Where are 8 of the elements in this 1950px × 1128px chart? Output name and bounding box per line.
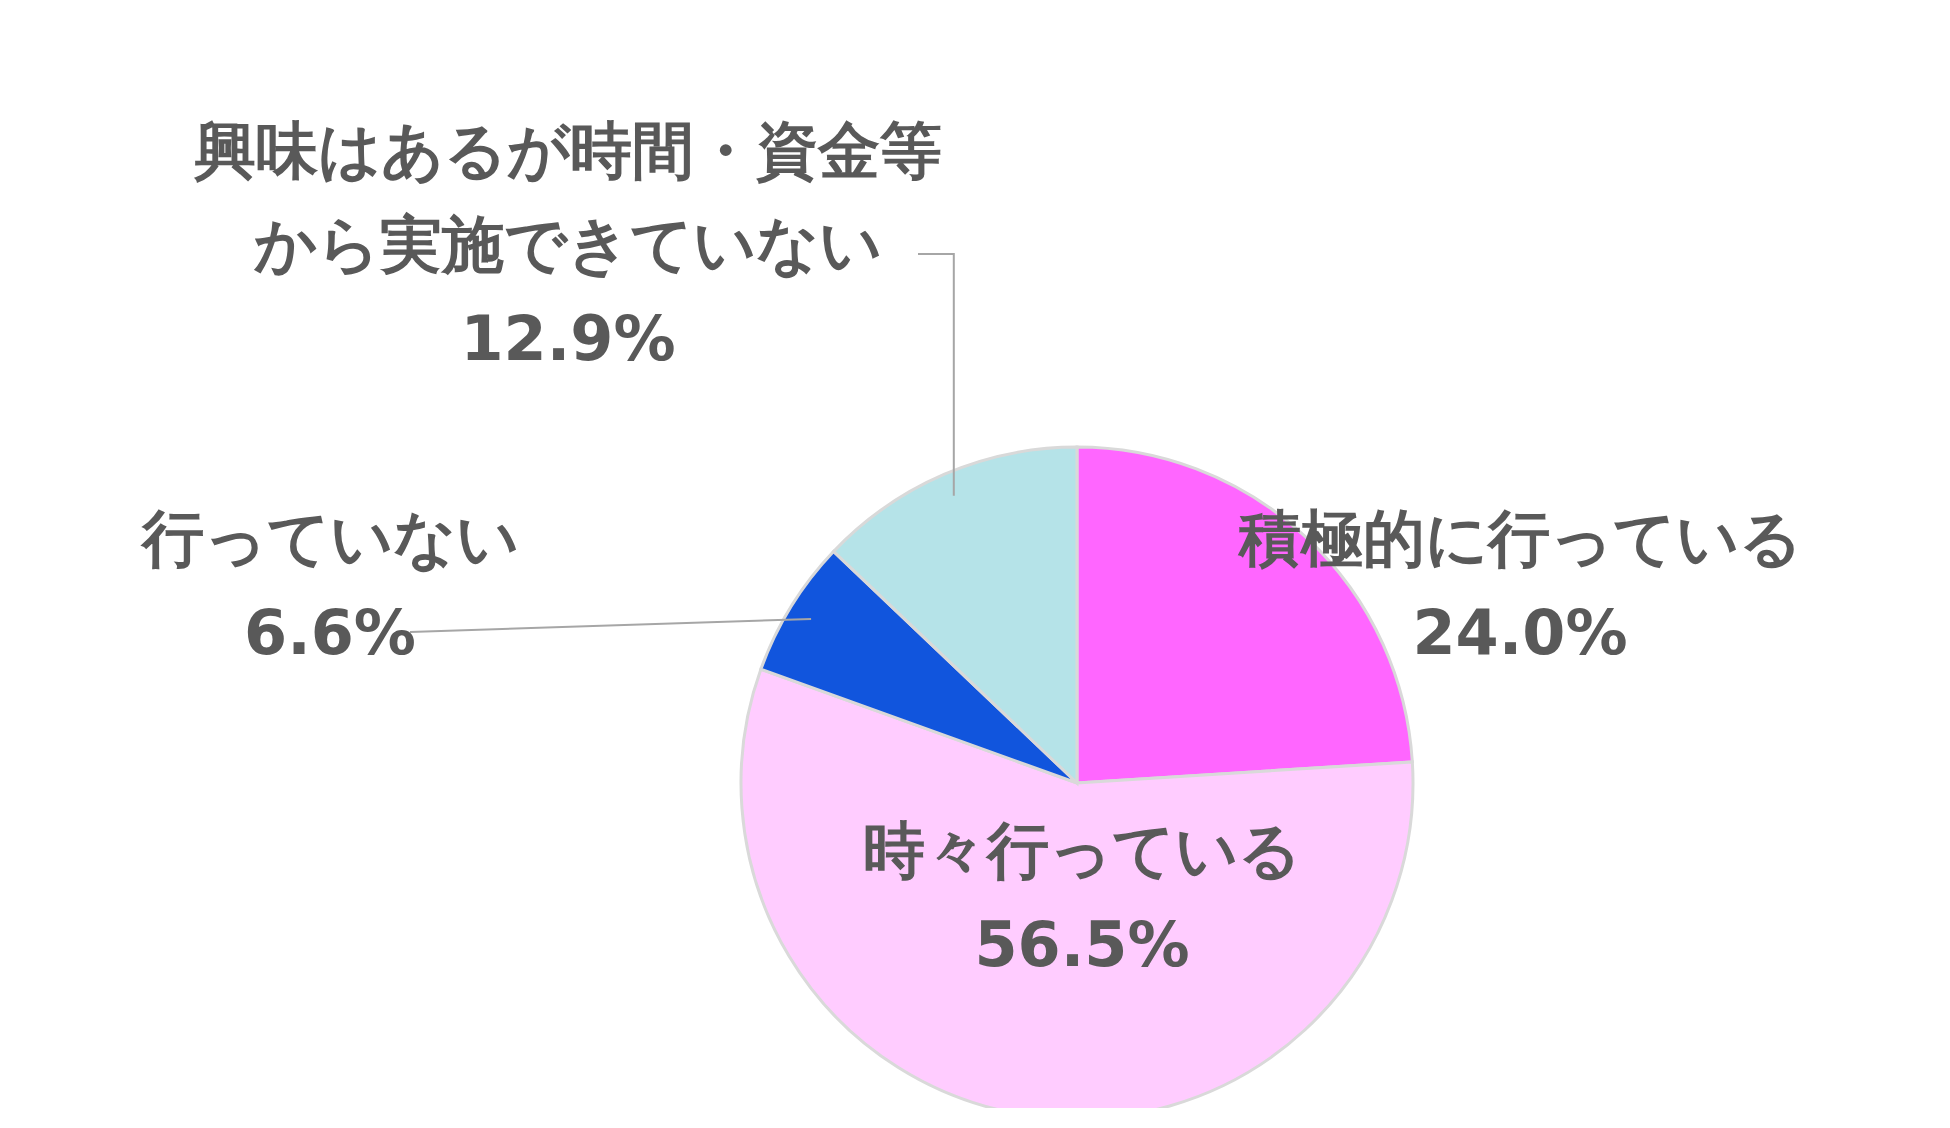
data-label: 6.6% [244,595,416,669]
data-label: 56.5% [974,907,1190,981]
slice-label: 興味はあるが時間・資金等から実施できていない [193,113,942,281]
data-label: 24.0% [1412,595,1628,669]
data-label: 12.9% [460,301,676,375]
slice-label: 時々行っている [863,813,1301,887]
slice-label: 積極的に行っている [1236,501,1802,575]
slice-label: 行っていない [139,501,519,575]
